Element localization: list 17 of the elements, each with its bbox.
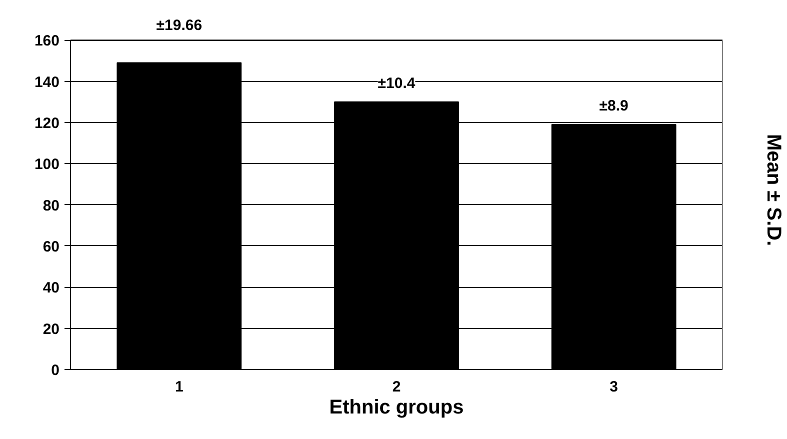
y-tick-label: 0 [51,362,60,379]
y-tick-label: 40 [42,280,60,297]
x-tick-label: 2 [392,378,401,396]
y-tick-label: 60 [42,238,60,256]
text: ±19.66 [156,17,202,34]
y-tick-label: 20 [42,320,60,338]
y-tick-label: 140 [34,74,60,91]
x-tick-label: 3 [610,378,618,396]
y-tick-label: 80 [42,197,60,214]
y-tick-label: 120 [34,114,60,132]
x-axis-title: Ethnic groups [329,396,464,418]
annotation: ±10.4 [378,74,416,92]
annotation: ±8.9 [599,98,628,115]
x-tick-label: 1 [174,378,184,396]
y-tick-label: 100 [34,156,60,174]
y-tick-label: 160 [34,32,60,50]
y-axis-title: Mean ± S.D. [762,134,784,246]
